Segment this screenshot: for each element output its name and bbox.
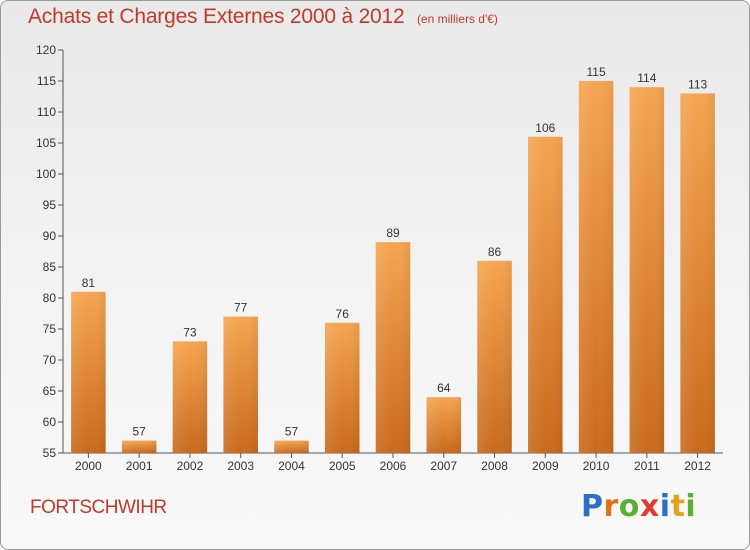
- y-tick-label: 105: [36, 136, 56, 150]
- x-tick-label: 2007: [430, 459, 457, 473]
- bar-shine-2000: [71, 291, 106, 453]
- data-label-2012: 113: [688, 77, 707, 91]
- data-label-2007: 64: [437, 381, 451, 395]
- logo-letter: t: [670, 489, 686, 524]
- data-label-2011: 114: [637, 71, 656, 85]
- y-tick-label: 70: [43, 353, 57, 367]
- x-tick-label: 2008: [481, 459, 508, 473]
- y-tick-label: 110: [37, 105, 56, 119]
- logo-letter: o: [618, 489, 640, 524]
- x-tick-label: 2006: [380, 459, 407, 473]
- x-tick-label: 2003: [227, 459, 254, 473]
- y-tick-label: 60: [43, 415, 57, 429]
- data-label-2006: 89: [386, 226, 400, 240]
- bar-shine-2005: [324, 322, 360, 453]
- data-label-2004: 57: [285, 425, 299, 439]
- y-tick-label: 55: [43, 446, 57, 460]
- bar-shine-2004: [274, 440, 309, 453]
- x-tick-label: 2011: [634, 459, 660, 473]
- x-tick-label: 2004: [278, 459, 305, 473]
- logo-letter: x: [639, 489, 660, 524]
- bar-shine-2011: [629, 87, 665, 453]
- x-tick-label: 2009: [532, 459, 559, 473]
- data-label-2005: 76: [336, 307, 350, 321]
- bar-shine-2002: [172, 341, 208, 453]
- y-tick-label: 90: [43, 229, 57, 243]
- data-labels: 2000 81 2001 57 2002 73 2003 77 2004 57 2005 76 2006…: [75, 65, 711, 473]
- data-label-2003: 77: [234, 301, 248, 315]
- data-label-2002: 73: [183, 325, 197, 339]
- bars: [71, 81, 715, 454]
- y-tick-label: 100: [36, 167, 56, 181]
- bar-shine-2001: [121, 440, 157, 453]
- bar-shine-2007: [426, 397, 462, 453]
- bar-shine-2003: [223, 316, 258, 453]
- y-tick-label: 115: [37, 74, 56, 88]
- y-tick-label: 80: [43, 291, 57, 305]
- x-tick-label: 2001: [126, 459, 153, 473]
- data-label-2009: 106: [535, 121, 555, 135]
- chart-subtitle: (en milliers d'€): [416, 12, 498, 26]
- title-row: Achats et Charges Externes 2000 à 2012 (…: [28, 5, 498, 29]
- y-tick-label: 65: [43, 384, 57, 398]
- x-tick-label: 2002: [177, 459, 204, 473]
- logo-letter: P: [581, 489, 604, 524]
- y-tick-label: 120: [36, 43, 56, 57]
- data-label-2000: 81: [82, 276, 96, 290]
- logo-letter: i: [659, 489, 671, 524]
- y-tick-label: 95: [43, 198, 57, 212]
- x-tick-label: 2010: [583, 459, 610, 473]
- y-tick-label: 75: [43, 322, 57, 336]
- proxiti-logo[interactable]: Proxiti: [581, 489, 696, 524]
- bar-shine-2009: [528, 136, 563, 454]
- x-tick-label: 2000: [75, 459, 102, 473]
- chart-title: Achats et Charges Externes 2000 à 2012: [28, 5, 405, 28]
- commune-name: FORTSCHWIHR: [30, 497, 167, 518]
- y-tick-label: 85: [43, 260, 57, 274]
- bar-shine-2006: [375, 242, 411, 453]
- x-tick-label: 2012: [684, 459, 711, 473]
- bar-shine-2012: [680, 93, 715, 454]
- bar-shine-2010: [578, 81, 614, 453]
- logo-letter: r: [603, 489, 619, 524]
- data-label-2001: 57: [132, 425, 146, 439]
- logo-letter: i: [685, 489, 697, 524]
- bar-shine-2008: [477, 260, 512, 453]
- data-label-2008: 86: [488, 245, 502, 259]
- x-tick-label: 2005: [329, 459, 356, 473]
- data-label-2010: 115: [587, 65, 606, 79]
